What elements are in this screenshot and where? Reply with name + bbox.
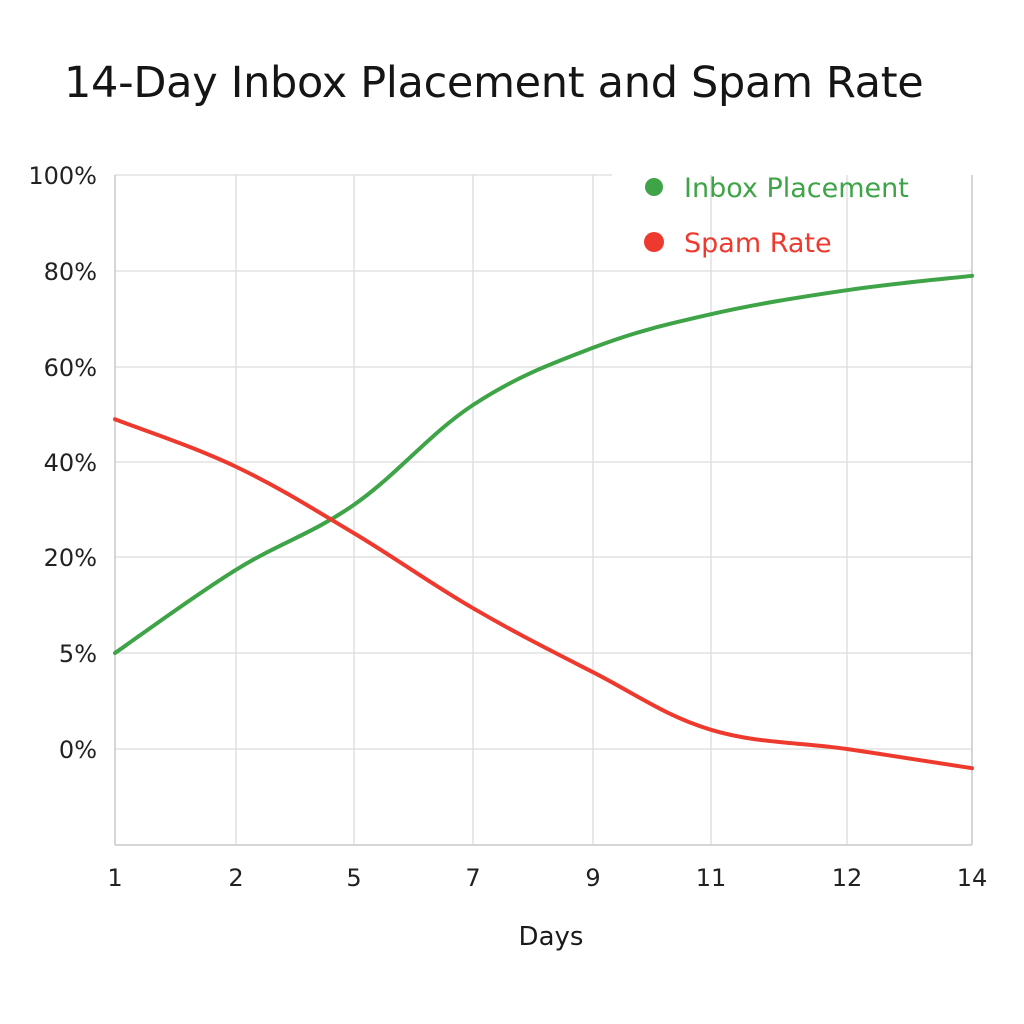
x-tick-label: 11 (696, 864, 727, 892)
y-axis-tick-labels: 100% 80% 60% 40% 20% 5% 0% (28, 162, 97, 764)
legend: Inbox Placement Spam Rate (644, 173, 909, 259)
y-tick-label: 100% (28, 162, 97, 190)
spam-rate-line (113, 417, 974, 771)
data-series (113, 273, 974, 771)
x-tick-label: 14 (957, 864, 988, 892)
grid-lines (115, 174, 972, 845)
spam-rate-legend-marker (644, 232, 664, 252)
x-tick-label: 1 (107, 864, 122, 892)
x-axis-label: Days (519, 922, 584, 952)
inbox-placement-line (113, 273, 974, 655)
y-tick-label: 20% (44, 544, 97, 572)
x-tick-label: 12 (832, 864, 863, 892)
y-tick-label: 80% (44, 258, 97, 286)
y-tick-label: 0% (59, 736, 97, 764)
x-axis-tick-labels: 1 2 5 7 9 11 12 14 (107, 864, 987, 892)
chart-title: 14-Day Inbox Placement and Spam Rate (64, 58, 924, 108)
axes (114, 175, 973, 846)
x-tick-label: 5 (346, 864, 361, 892)
y-tick-label: 40% (44, 449, 97, 477)
x-tick-label: 2 (228, 864, 243, 892)
inbox-placement-legend-label: Inbox Placement (684, 173, 909, 204)
y-tick-label: 60% (44, 354, 97, 382)
y-tick-label: 5% (59, 640, 97, 668)
inbox-placement-legend-marker (645, 178, 663, 196)
spam-rate-legend-label: Spam Rate (684, 228, 832, 259)
x-tick-label: 9 (585, 864, 600, 892)
x-tick-label: 7 (465, 864, 480, 892)
